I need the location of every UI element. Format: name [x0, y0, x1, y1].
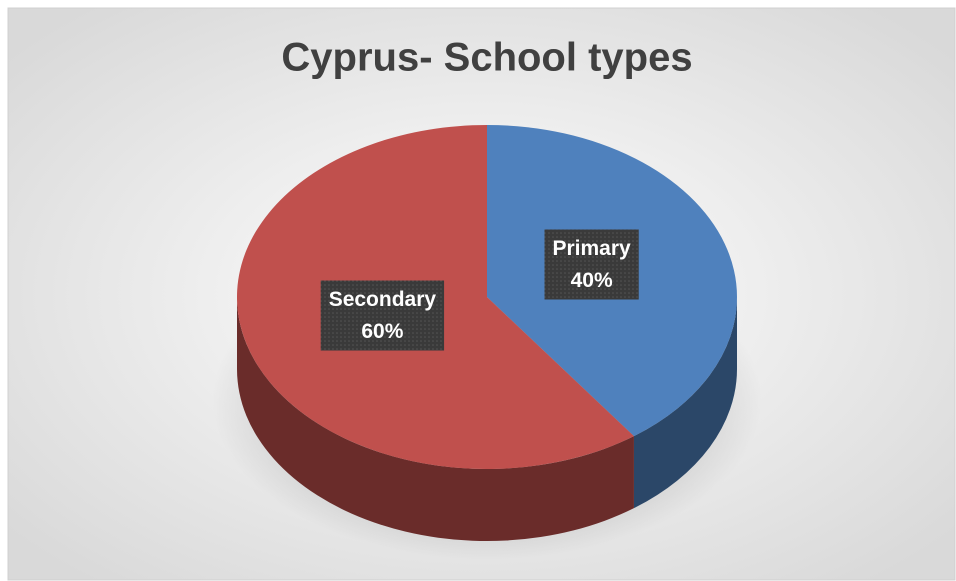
slice-side — [633, 297, 737, 509]
data-label-box — [544, 229, 639, 300]
data-label-value: 60% — [361, 320, 403, 343]
pie: Primary 40% Secondary 60% — [236, 125, 737, 541]
slice-side — [236, 297, 634, 541]
data-label-category: Secondary — [329, 288, 437, 311]
data-label-box — [320, 280, 445, 351]
data-label-category: Primary — [553, 237, 632, 260]
chart-title: Cyprus- School types — [281, 36, 692, 80]
data-label-value: 40% — [571, 269, 613, 292]
